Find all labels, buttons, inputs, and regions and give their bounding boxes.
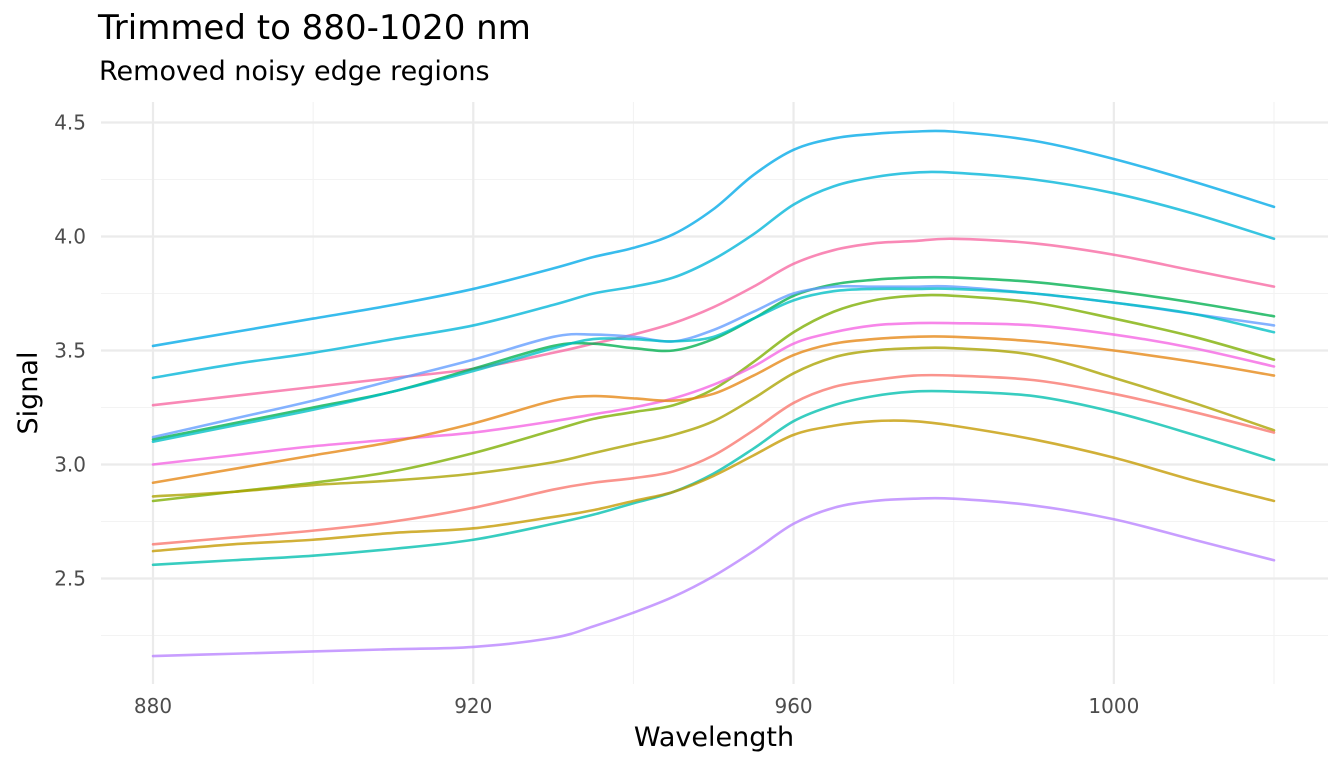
chart-subtitle: Removed noisy edge regions [99,56,490,87]
y-tick-label: 3.0 [54,453,86,477]
series-line [151,496,1276,658]
chart-title: Trimmed to 880-1020 nm [98,8,531,48]
y-tick-label: 4.5 [54,111,86,135]
y-tick-label: 3.5 [54,339,86,363]
series-line [151,321,1276,466]
x-tick-label: 960 [774,694,812,718]
series-line [151,237,1276,407]
x-tick-label: 880 [134,694,172,718]
series-line [151,170,1276,380]
series-line [151,129,1276,348]
x-tick-label: 920 [454,694,492,718]
series-line [151,335,1276,485]
series-line [151,284,1276,439]
y-tick-label: 2.5 [54,567,86,591]
x-tick-label: 1000 [1088,694,1139,718]
series-line [151,346,1276,498]
x-axis-title: Wavelength [634,722,794,753]
y-axis-title: Signal [13,352,44,435]
series-line [151,373,1276,546]
series-line [151,287,1276,443]
series-line [151,419,1276,553]
y-tick-label: 4.0 [54,225,86,249]
series-lines [151,129,1276,658]
series-line [151,389,1276,567]
tick-labels: 880 920 960 1000 2.5 3.0 3.5 4.0 4.5 [54,111,1139,719]
